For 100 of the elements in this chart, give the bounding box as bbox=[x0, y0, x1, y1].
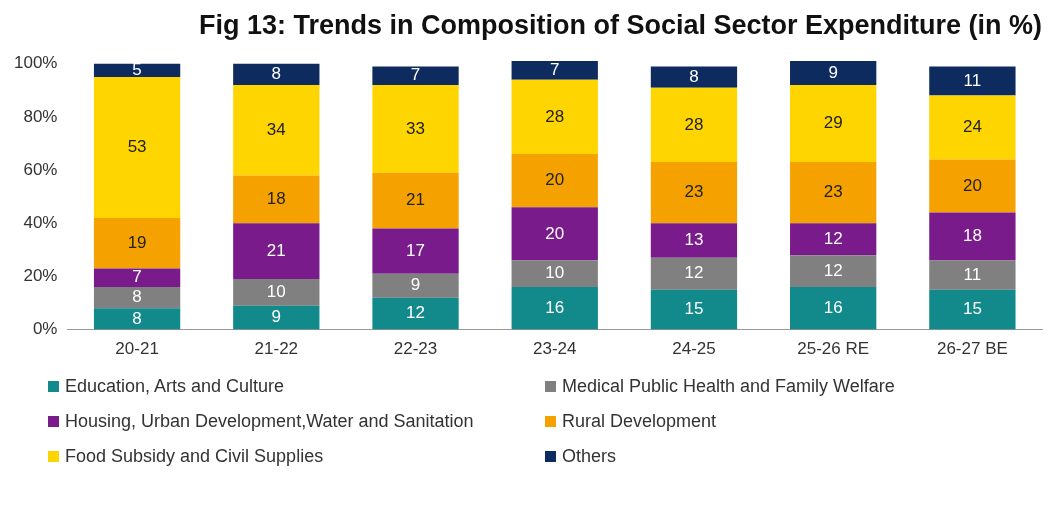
bar bbox=[790, 255, 877, 288]
data-label: 21 bbox=[266, 240, 286, 260]
data-label: 20 bbox=[962, 175, 982, 195]
bar bbox=[372, 273, 459, 298]
bar bbox=[93, 268, 181, 288]
bar bbox=[93, 77, 181, 218]
bar bbox=[790, 162, 877, 224]
x-tick-label: 25-26 RE bbox=[797, 339, 870, 359]
data-label: 12 bbox=[684, 263, 704, 283]
bar bbox=[233, 84, 320, 176]
data-label: 8 bbox=[132, 287, 142, 307]
data-label: 19 bbox=[127, 232, 147, 252]
data-label: 20 bbox=[545, 170, 565, 190]
data-label: 23 bbox=[823, 182, 843, 202]
bar bbox=[93, 63, 181, 78]
bar bbox=[372, 228, 459, 274]
bar bbox=[929, 260, 1016, 290]
data-label: 28 bbox=[545, 106, 565, 126]
y-tick-label: 40% bbox=[23, 212, 58, 232]
data-label: 34 bbox=[266, 119, 286, 139]
bar bbox=[790, 223, 877, 256]
data-label: 33 bbox=[406, 118, 425, 138]
data-label: 8 bbox=[689, 66, 699, 86]
data-label: 18 bbox=[962, 226, 982, 246]
data-label: 7 bbox=[550, 60, 560, 80]
bar bbox=[511, 154, 598, 208]
x-tick-label: 20-21 bbox=[115, 339, 159, 359]
bar bbox=[233, 175, 320, 224]
data-label: 7 bbox=[132, 267, 142, 287]
data-label: 15 bbox=[684, 299, 704, 319]
data-label: 24 bbox=[962, 117, 982, 137]
data-label: 7 bbox=[410, 65, 421, 85]
data-label: 12 bbox=[823, 260, 843, 280]
bar bbox=[233, 223, 320, 280]
data-label: 12 bbox=[406, 303, 425, 323]
data-label: 17 bbox=[406, 240, 425, 260]
data-label: 9 bbox=[828, 62, 838, 82]
data-label: 20 bbox=[545, 223, 565, 243]
y-tick-label: 60% bbox=[23, 159, 58, 179]
bar bbox=[790, 287, 877, 330]
bar bbox=[372, 66, 459, 85]
bar bbox=[372, 84, 459, 173]
data-label: 21 bbox=[406, 190, 425, 210]
data-label: 15 bbox=[962, 299, 982, 319]
bar bbox=[650, 257, 738, 290]
y-tick-label: 0% bbox=[32, 319, 58, 339]
legend-label: Food Subsidy and Civil Supplies bbox=[65, 446, 324, 467]
legend-label: Education, Arts and Culture bbox=[65, 376, 285, 397]
bar bbox=[790, 84, 877, 163]
y-tick-label: 100% bbox=[14, 53, 58, 73]
legend-label: Rural Development bbox=[562, 411, 717, 432]
bar bbox=[929, 289, 1016, 330]
bar bbox=[93, 217, 181, 269]
data-label: 16 bbox=[823, 298, 843, 318]
data-label: 11 bbox=[963, 70, 982, 90]
data-label: 12 bbox=[823, 228, 843, 248]
data-label: 10 bbox=[545, 263, 565, 283]
y-tick-label: 20% bbox=[23, 266, 58, 286]
bar bbox=[233, 305, 320, 330]
x-tick-label: 26-27 BE bbox=[936, 339, 1008, 359]
bar bbox=[233, 279, 320, 306]
data-label: 16 bbox=[545, 298, 565, 318]
data-label: 53 bbox=[127, 137, 147, 157]
bar bbox=[93, 287, 181, 309]
bar bbox=[790, 61, 877, 85]
legend-label: Housing, Urban Development,Water and Sanitation bbox=[65, 411, 474, 432]
data-label: 13 bbox=[684, 230, 704, 250]
bar bbox=[511, 260, 598, 288]
bar bbox=[650, 289, 738, 330]
bar bbox=[93, 308, 181, 330]
bar bbox=[929, 95, 1016, 160]
bar bbox=[511, 287, 598, 330]
bar bbox=[929, 66, 1016, 96]
data-label: 29 bbox=[823, 113, 843, 133]
legend-label: Medical Public Health and Family Welfare bbox=[562, 376, 895, 397]
bar bbox=[372, 172, 459, 229]
data-label: 5 bbox=[132, 60, 142, 80]
data-label: 8 bbox=[132, 308, 142, 328]
data-label: 10 bbox=[266, 282, 286, 302]
data-label: 9 bbox=[271, 307, 282, 327]
chart-title: Fig 13: Trends in Composition of Social Sector Expenditure (in %) bbox=[198, 9, 1042, 40]
bar bbox=[511, 79, 598, 155]
x-tick-label: 24-25 bbox=[672, 339, 716, 359]
data-label: 28 bbox=[684, 114, 704, 134]
data-label: 23 bbox=[684, 182, 704, 202]
data-label: 18 bbox=[266, 189, 286, 209]
bar bbox=[650, 162, 738, 224]
bar bbox=[372, 297, 459, 330]
x-tick-label: 22-23 bbox=[393, 339, 438, 359]
bar bbox=[650, 66, 738, 88]
bar bbox=[511, 207, 598, 261]
y-tick-label: 80% bbox=[23, 106, 58, 126]
data-label: 9 bbox=[410, 275, 421, 295]
bar bbox=[650, 87, 738, 163]
x-tick-label: 23-24 bbox=[533, 339, 577, 359]
bar bbox=[929, 212, 1016, 261]
bar bbox=[511, 61, 598, 80]
data-label: 8 bbox=[271, 64, 282, 84]
bar bbox=[929, 159, 1016, 213]
bar bbox=[233, 63, 320, 85]
